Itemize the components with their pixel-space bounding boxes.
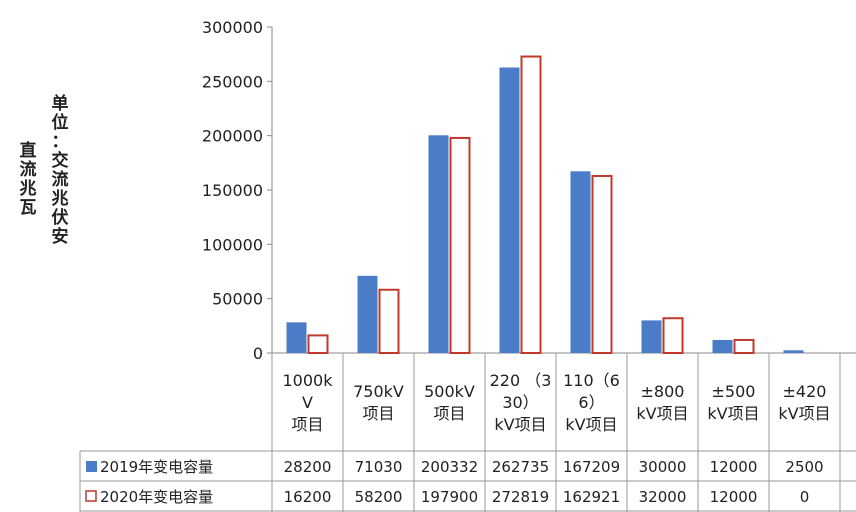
- bar-2020: [449, 136, 471, 354]
- category-label: 110（6: [563, 371, 620, 390]
- y-tick-label: 150000: [202, 181, 263, 200]
- category-label: ±800: [641, 382, 685, 401]
- bar-2019: [641, 320, 662, 353]
- bar-2020: [520, 55, 542, 355]
- category-label: ±500: [712, 382, 756, 401]
- bar-2020: [591, 174, 613, 354]
- bar-2020: [307, 334, 329, 354]
- category-label: 220 （3: [490, 371, 552, 390]
- category-label: 30）: [502, 393, 538, 412]
- y-tick-label: 100000: [202, 235, 263, 254]
- bar-2019: [499, 67, 520, 354]
- category-label: kV项目: [778, 404, 830, 423]
- category-label: 1000k: [283, 371, 334, 390]
- table-value: 32000: [639, 488, 687, 506]
- legend-label: 2020年变电容量: [100, 488, 213, 506]
- category-label: kV项目: [494, 415, 546, 434]
- bar-2019: [286, 322, 307, 353]
- table-value: 167209: [563, 458, 620, 476]
- bar-2019: [428, 135, 449, 353]
- category-label: kV项目: [565, 415, 617, 434]
- table-value: 16200: [284, 488, 332, 506]
- bar-2020: [733, 338, 755, 354]
- category-label: 750kV: [353, 382, 404, 401]
- table-value: 0: [800, 488, 810, 506]
- table-value: 28200: [284, 458, 332, 476]
- legend-marker-2020: [85, 490, 97, 502]
- category-label: 6）: [578, 393, 604, 412]
- category-label: ±420: [783, 382, 827, 401]
- legend-label: 2019年变电容量: [100, 458, 213, 476]
- y-tick-label: 250000: [202, 72, 263, 91]
- bar-2019: [357, 275, 378, 353]
- category-label: 项目: [291, 415, 323, 434]
- category-label: kV项目: [707, 404, 759, 423]
- y-axis-label-line-2: 直流兆瓦: [19, 141, 37, 218]
- y-tick-label: 300000: [202, 18, 263, 37]
- category-label: 500kV: [424, 382, 475, 401]
- y-tick-label: 200000: [202, 127, 263, 146]
- y-tick-label: 50000: [212, 290, 263, 309]
- table-value: 2500: [785, 458, 823, 476]
- category-label: 项目: [362, 404, 394, 423]
- table-value: 200332: [421, 458, 478, 476]
- legend-marker-2019: [86, 461, 97, 472]
- bar-2019: [783, 350, 804, 353]
- y-axis-label-line-1: 单位：交流兆伏安: [51, 94, 69, 247]
- table-value: 58200: [355, 488, 403, 506]
- bar-2019: [570, 171, 591, 353]
- table-value: 71030: [355, 458, 403, 476]
- bar-2020: [662, 317, 684, 354]
- y-tick-label: 0: [253, 344, 263, 363]
- table-value: 162921: [563, 488, 620, 506]
- table-value: 197900: [421, 488, 478, 506]
- category-label: 项目: [433, 404, 465, 423]
- category-label: kV项目: [636, 404, 688, 423]
- table-value: 30000: [639, 458, 687, 476]
- bar-2020: [378, 288, 400, 355]
- category-label: V: [302, 393, 313, 412]
- table-value: 12000: [710, 458, 758, 476]
- table-value: 12000: [710, 488, 758, 506]
- table-value: 262735: [492, 458, 549, 476]
- table-value: 272819: [492, 488, 549, 506]
- bar-2019: [712, 339, 733, 353]
